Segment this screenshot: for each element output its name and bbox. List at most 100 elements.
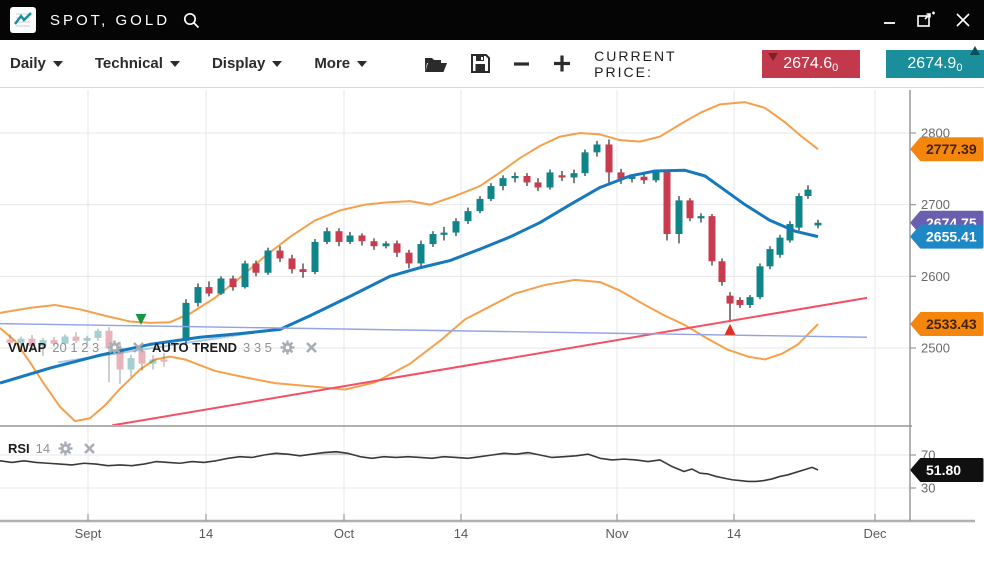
menu-daily[interactable]: Daily <box>10 55 63 72</box>
gear-icon[interactable] <box>278 340 297 355</box>
menu-technical[interactable]: Technical <box>95 55 180 72</box>
vwap-params: 20 1 2 3 <box>52 340 100 355</box>
candle <box>464 207 472 225</box>
candle <box>675 196 683 244</box>
menu-daily-label: Daily <box>10 55 46 72</box>
candle <box>94 328 102 341</box>
candle <box>105 327 113 383</box>
zoom-out-icon[interactable] <box>513 55 531 73</box>
bid-price-badge: 2674.6 0 <box>761 49 860 78</box>
candle <box>511 172 519 183</box>
autotrend-params: 3 3 5 <box>242 340 272 355</box>
zoom-in-icon[interactable] <box>553 54 572 73</box>
candle <box>804 185 812 199</box>
candle <box>534 178 542 192</box>
candle <box>323 227 331 245</box>
menu-technical-label: Technical <box>94 55 163 72</box>
candle <box>726 292 734 323</box>
candle <box>382 241 390 249</box>
chart-toolbar: Daily Technical Display More <box>0 40 984 88</box>
svg-text:Sept: Sept <box>75 526 102 541</box>
svg-text:2655.41: 2655.41 <box>926 229 977 245</box>
app-logo-icon <box>10 7 36 33</box>
price-chart-canvas[interactable]: Sept 14 Oct 14 Nov 14 Dec280027002600250070302… <box>0 88 984 558</box>
autotrend-name: AUTO TREND <box>152 340 237 355</box>
candle <box>72 332 80 343</box>
candle <box>786 221 794 243</box>
menu-more[interactable]: More <box>314 55 368 72</box>
candle <box>814 219 822 229</box>
price-badge <box>910 312 984 337</box>
close-icon[interactable] <box>81 442 98 455</box>
svg-text:14: 14 <box>727 526 741 541</box>
rsi-panel <box>0 450 819 483</box>
candle <box>182 299 190 344</box>
candle <box>440 226 448 241</box>
candle <box>417 240 425 268</box>
svg-text:Dec: Dec <box>863 526 887 541</box>
candle <box>708 213 716 266</box>
buy-signal-marker <box>724 323 736 335</box>
candle <box>252 260 260 277</box>
close-icon[interactable] <box>130 341 147 354</box>
window-title: SPOT, GOLD <box>50 11 171 29</box>
candle <box>776 234 784 258</box>
svg-text:2700: 2700 <box>921 197 950 212</box>
candle <box>736 297 744 308</box>
candle <box>61 334 69 346</box>
candle <box>370 238 378 250</box>
rsi-line <box>0 450 819 483</box>
vwap-indicator-label: VWAP 20 1 2 3 <box>8 340 147 355</box>
candle <box>346 231 354 245</box>
candle <box>393 240 401 257</box>
candle <box>264 247 272 275</box>
rsi-indicator-label: RSI 14 <box>8 441 98 456</box>
candle <box>546 169 554 190</box>
candle <box>405 249 413 269</box>
sell-signal-marker <box>135 313 147 325</box>
svg-text:2500: 2500 <box>921 341 950 356</box>
minimize-button[interactable] <box>880 10 900 30</box>
candle <box>523 173 531 187</box>
close-button[interactable] <box>952 9 974 31</box>
candle <box>795 193 803 231</box>
candle <box>605 139 613 184</box>
chevron-down-icon <box>52 60 63 67</box>
gear-icon[interactable] <box>105 340 124 355</box>
bollinger-upper-line <box>0 101 819 324</box>
open-file-icon[interactable] <box>423 54 448 74</box>
ask-price-value: 2674.9 <box>907 54 957 72</box>
save-icon[interactable] <box>470 53 491 74</box>
candle <box>697 213 705 223</box>
search-icon[interactable] <box>182 11 201 30</box>
candle <box>746 294 754 308</box>
window-titlebar: SPOT, GOLD <box>0 0 984 40</box>
menu-display[interactable]: Display <box>212 55 283 72</box>
candle <box>276 246 284 262</box>
chevron-down-icon <box>272 60 283 67</box>
candle <box>205 281 213 297</box>
main-panel <box>0 101 868 425</box>
moving-average-line <box>0 168 819 385</box>
rsi-params: 14 <box>35 441 51 456</box>
vwap-line <box>0 322 868 338</box>
svg-text:14: 14 <box>454 526 468 541</box>
gear-icon[interactable] <box>56 441 75 456</box>
candle <box>570 169 578 184</box>
candle <box>487 183 495 202</box>
svg-text:2777.39: 2777.39 <box>926 141 977 157</box>
candle <box>335 228 343 247</box>
svg-text:51.80: 51.80 <box>926 462 961 478</box>
chart-area[interactable]: Sept 14 Oct 14 Nov 14 Dec 2800 2700 2600 2500 70 30 2… <box>0 88 984 558</box>
candle <box>17 336 25 347</box>
current-price-label: CURRENT PRICE: <box>594 47 677 80</box>
candle <box>663 170 671 241</box>
close-icon[interactable] <box>303 341 320 354</box>
candle <box>299 263 307 278</box>
vwap-name: VWAP <box>8 340 47 355</box>
svg-text:Nov: Nov <box>605 526 629 541</box>
popout-button[interactable] <box>914 9 938 31</box>
svg-text:2800: 2800 <box>921 126 950 141</box>
candle <box>558 170 566 182</box>
